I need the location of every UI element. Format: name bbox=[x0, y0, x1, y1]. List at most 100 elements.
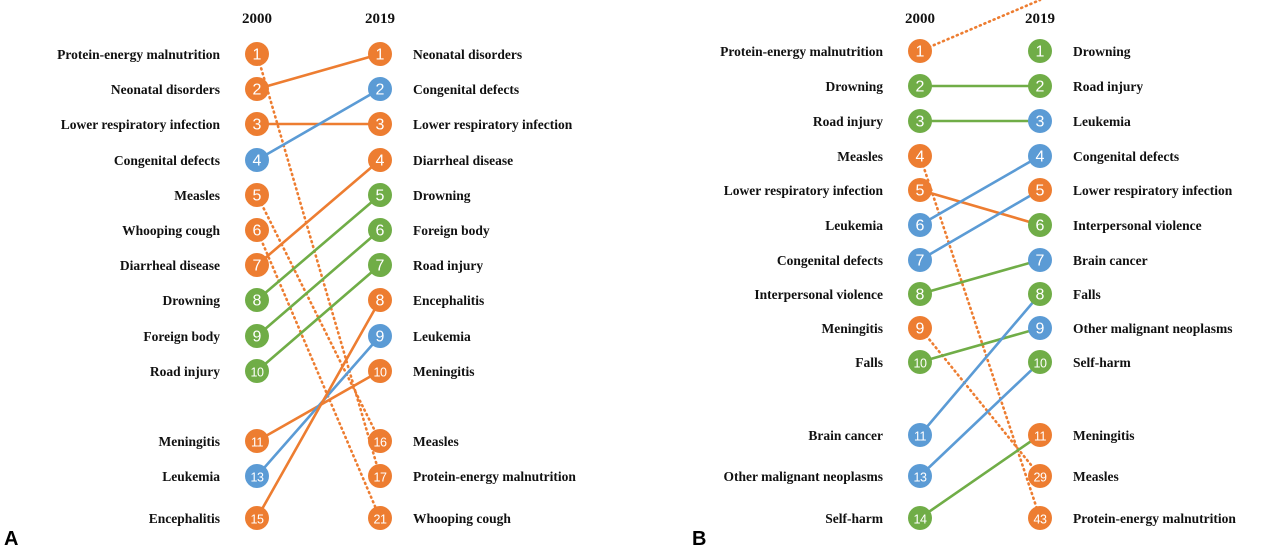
left-rank-node: 1 Protein-energy malnutrition bbox=[57, 42, 269, 66]
cause-label: Diarrheal disease bbox=[120, 258, 220, 273]
left-rank-node: 3 Road injury bbox=[813, 109, 932, 133]
rank-circle bbox=[908, 109, 932, 133]
cause-label: Measles bbox=[413, 434, 459, 449]
rank-number: 6 bbox=[253, 223, 262, 240]
rank-number: 7 bbox=[253, 258, 262, 275]
right-rank-node: 7 Brain cancer bbox=[1028, 248, 1148, 272]
rank-circle bbox=[368, 359, 392, 383]
right-rank-node: 16 Measles bbox=[368, 429, 459, 453]
year-right-label: 2019 bbox=[1025, 11, 1055, 27]
rank-circle bbox=[368, 324, 392, 348]
rank-number: 4 bbox=[1036, 149, 1045, 166]
rank-number: 7 bbox=[1036, 253, 1045, 270]
rank-circle bbox=[908, 248, 932, 272]
rank-number: 11 bbox=[1034, 430, 1047, 444]
right-rank-node: 3 Leukemia bbox=[1028, 109, 1131, 133]
rank-circle bbox=[908, 464, 932, 488]
cause-label: Protein-energy malnutrition bbox=[413, 469, 576, 484]
rank-number: 2 bbox=[916, 79, 925, 96]
cause-label: Self-harm bbox=[825, 511, 883, 526]
right-rank-node: 8 Falls bbox=[1028, 282, 1101, 306]
rank-link-line bbox=[255, 158, 382, 267]
left-rank-node: 13 Other malignant neoplasms bbox=[723, 464, 932, 488]
rank-circle bbox=[368, 218, 392, 242]
rank-number: 3 bbox=[1036, 114, 1045, 131]
rank-circle bbox=[1028, 109, 1052, 133]
cause-label: Leukemia bbox=[413, 329, 471, 344]
rank-circle bbox=[245, 506, 269, 530]
left-rank-node: 9 Meningitis bbox=[821, 316, 932, 340]
rank-link-line bbox=[255, 263, 382, 373]
cause-label: Drowning bbox=[825, 79, 883, 94]
rank-circle bbox=[245, 42, 269, 66]
rank-number: 6 bbox=[376, 223, 385, 240]
cause-label: Meningitis bbox=[413, 364, 475, 379]
rank-number: 15 bbox=[251, 513, 264, 527]
cause-label: Leukemia bbox=[162, 469, 220, 484]
rank-link-line bbox=[255, 87, 382, 162]
right-rank-node: 1 Neonatal disorders bbox=[368, 42, 522, 66]
right-rank-node: 29 Measles bbox=[1028, 464, 1119, 488]
cause-label: Road injury bbox=[813, 114, 883, 129]
left-rank-node: 2 Drowning bbox=[825, 74, 932, 98]
rank-number: 3 bbox=[253, 117, 262, 134]
rank-number: 8 bbox=[1036, 287, 1045, 304]
right-column: 1 Neonatal disorders 2 Congenital defects 3 L… bbox=[368, 42, 576, 530]
left-rank-node: 6 Leukemia bbox=[825, 213, 932, 237]
rank-link-line bbox=[918, 326, 1042, 364]
rank-circle bbox=[368, 42, 392, 66]
cause-label: Diarrheal disease bbox=[413, 153, 513, 168]
rank-number: 17 bbox=[374, 471, 387, 485]
rank-number: 43 bbox=[1034, 513, 1047, 527]
cause-label: Self-harm bbox=[1073, 355, 1131, 370]
cause-label: Interpersonal violence bbox=[1073, 218, 1202, 233]
rank-circle bbox=[1028, 144, 1052, 168]
cause-label: Protein-energy malnutrition bbox=[57, 47, 220, 62]
rank-number: 5 bbox=[376, 188, 385, 205]
year-right-label: 2019 bbox=[365, 11, 395, 27]
left-rank-node: 14 Self-harm bbox=[825, 506, 932, 530]
rank-number: 1 bbox=[253, 47, 262, 64]
left-rank-node: 2 Neonatal disorders bbox=[111, 77, 269, 101]
rank-number: 10 bbox=[914, 357, 927, 371]
cause-label: Lower respiratory infection bbox=[1073, 183, 1233, 198]
rank-circle bbox=[245, 288, 269, 312]
cause-label: Protein-energy malnutrition bbox=[720, 44, 883, 59]
rank-circle bbox=[245, 77, 269, 101]
rank-circle bbox=[908, 423, 932, 447]
right-rank-node: 9 Other malignant neoplasms bbox=[1028, 316, 1233, 340]
rank-circle bbox=[368, 183, 392, 207]
cause-label: Foreign body bbox=[143, 329, 220, 344]
right-rank-node: 6 Interpersonal violence bbox=[1028, 213, 1202, 237]
left-rank-node: 11 Brain cancer bbox=[808, 423, 932, 447]
rank-number: 7 bbox=[376, 258, 385, 275]
left-rank-node: 11 Meningitis bbox=[158, 429, 269, 453]
left-rank-node: 7 Congenital defects bbox=[777, 248, 932, 272]
left-rank-node: 8 Drowning bbox=[162, 288, 269, 312]
rank-number: 9 bbox=[253, 329, 262, 346]
rank-number: 9 bbox=[916, 321, 925, 338]
rank-link-line bbox=[918, 0, 1042, 53]
rank-number: 9 bbox=[376, 329, 385, 346]
rank-circle bbox=[245, 464, 269, 488]
left-rank-node: 10 Road injury bbox=[150, 359, 269, 383]
cause-label: Drowning bbox=[162, 293, 220, 308]
cause-label: Congenital defects bbox=[413, 82, 519, 97]
rank-number: 3 bbox=[376, 117, 385, 134]
right-rank-node: 9 Leukemia bbox=[368, 324, 471, 348]
rank-circle bbox=[368, 112, 392, 136]
rank-circle bbox=[908, 350, 932, 374]
rank-number: 6 bbox=[916, 218, 925, 235]
cause-label: Road injury bbox=[150, 364, 220, 379]
rank-link-line bbox=[255, 228, 382, 520]
left-column: 1 Protein-energy malnutrition 2 Neonatal di… bbox=[57, 42, 269, 530]
rank-circle bbox=[245, 183, 269, 207]
rank-number: 3 bbox=[916, 114, 925, 131]
rank-number: 11 bbox=[251, 436, 264, 450]
rank-circle bbox=[368, 288, 392, 312]
rank-link-line bbox=[918, 188, 1042, 227]
rank-number: 4 bbox=[253, 153, 262, 170]
rank-circle bbox=[245, 148, 269, 172]
rank-link-line bbox=[255, 228, 382, 338]
cause-label: Road injury bbox=[1073, 79, 1143, 94]
